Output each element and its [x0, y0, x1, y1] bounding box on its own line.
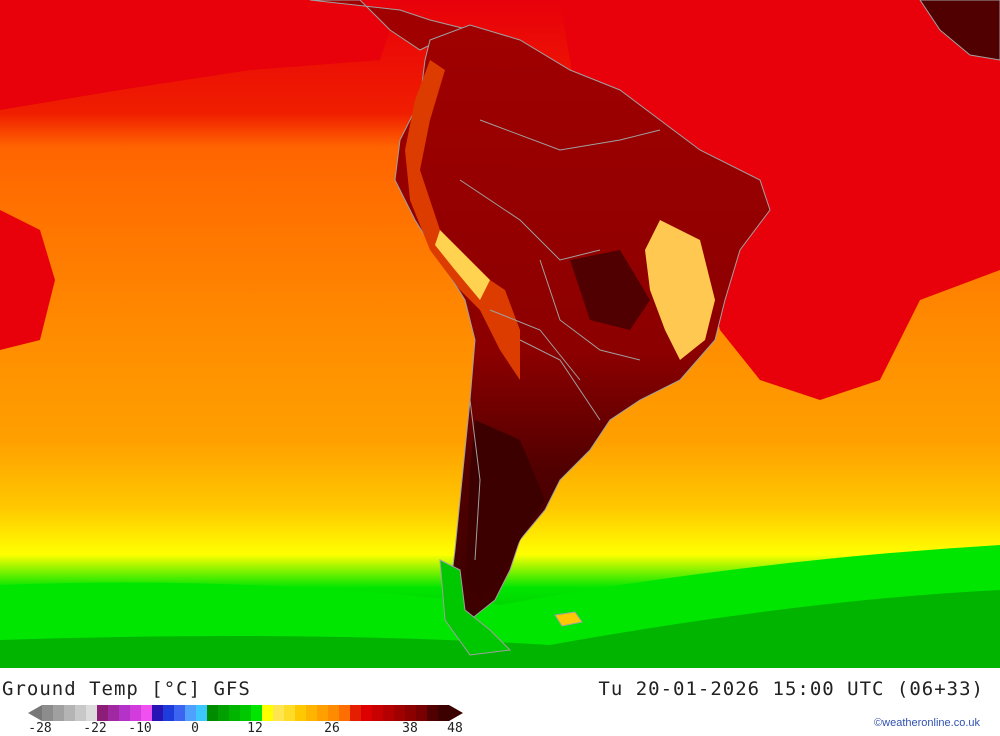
southern-dark-green — [0, 590, 1000, 668]
legend-swatch — [405, 705, 416, 721]
andes-cool-band — [405, 60, 520, 380]
legend-swatch — [383, 705, 394, 721]
credit-link[interactable]: ©weatheronline.co.uk — [874, 717, 980, 729]
legend-swatch — [306, 705, 317, 721]
country-borders — [459, 119, 661, 561]
pacific-north-red — [0, 0, 400, 110]
map-title: Ground Temp [°C] GFS — [2, 678, 251, 700]
brazil-highlands-pale — [645, 220, 715, 360]
atlantic-warm-region — [560, 0, 1000, 400]
pacific-warm-blob — [0, 210, 55, 350]
legend-swatch — [152, 705, 163, 721]
legend-swatch — [218, 705, 229, 721]
legend-swatch — [42, 705, 53, 721]
legend-swatch — [416, 705, 427, 721]
valid-time: Tu 20-01-2026 15:00 UTC (06+33) — [598, 678, 984, 700]
legend-swatch — [64, 705, 75, 721]
legend-swatch — [394, 705, 405, 721]
legend-swatch — [372, 705, 383, 721]
temperature-map — [0, 0, 1000, 668]
footer-panel: Ground Temp [°C] GFS Tu 20-01-2026 15:00… — [0, 668, 1000, 736]
legend-swatch — [75, 705, 86, 721]
legend-swatch — [130, 705, 141, 721]
legend-swatch — [174, 705, 185, 721]
legend-tick: 48 — [447, 721, 463, 736]
legend-swatch — [86, 705, 97, 721]
chaco-hot-core — [570, 250, 650, 330]
legend-swatch — [262, 705, 273, 721]
legend-swatch — [317, 705, 328, 721]
legend-tick: 26 — [324, 721, 340, 736]
legend-swatch — [240, 705, 251, 721]
legend-tick: -10 — [128, 721, 152, 736]
southern-tip-cool — [439, 559, 512, 656]
legend-swatch — [328, 705, 339, 721]
patagonia-hot-core — [465, 420, 545, 600]
legend-swatch — [273, 705, 284, 721]
legend-swatch — [339, 705, 350, 721]
legend-max-arrow-icon — [449, 705, 463, 721]
legend-swatch — [163, 705, 174, 721]
color-legend — [28, 705, 463, 721]
legend-swatch — [207, 705, 218, 721]
legend-swatch — [251, 705, 262, 721]
legend-swatch — [119, 705, 130, 721]
legend-swatch — [108, 705, 119, 721]
legend-swatch — [361, 705, 372, 721]
legend-tick: 12 — [247, 721, 263, 736]
falkland-islands — [554, 611, 583, 627]
legend-swatches — [42, 705, 449, 721]
legend-tick: -28 — [28, 721, 52, 736]
legend-swatch — [196, 705, 207, 721]
legend-swatch — [350, 705, 361, 721]
andes-high-pale — [435, 230, 490, 300]
legend-swatch — [295, 705, 306, 721]
legend-swatch — [427, 705, 438, 721]
legend-swatch — [185, 705, 196, 721]
legend-tick: 38 — [402, 721, 418, 736]
legend-swatch — [141, 705, 152, 721]
caribbean-island — [919, 0, 1000, 61]
legend-swatch — [229, 705, 240, 721]
legend-swatch — [438, 705, 449, 721]
legend-min-arrow-icon — [28, 705, 42, 721]
legend-ticks: -28 -22 -10 0 12 26 38 48 — [0, 721, 480, 736]
legend-swatch — [53, 705, 64, 721]
legend-swatch — [97, 705, 108, 721]
legend-tick: 0 — [191, 721, 199, 736]
legend-tick: -22 — [83, 721, 107, 736]
legend-swatch — [284, 705, 295, 721]
